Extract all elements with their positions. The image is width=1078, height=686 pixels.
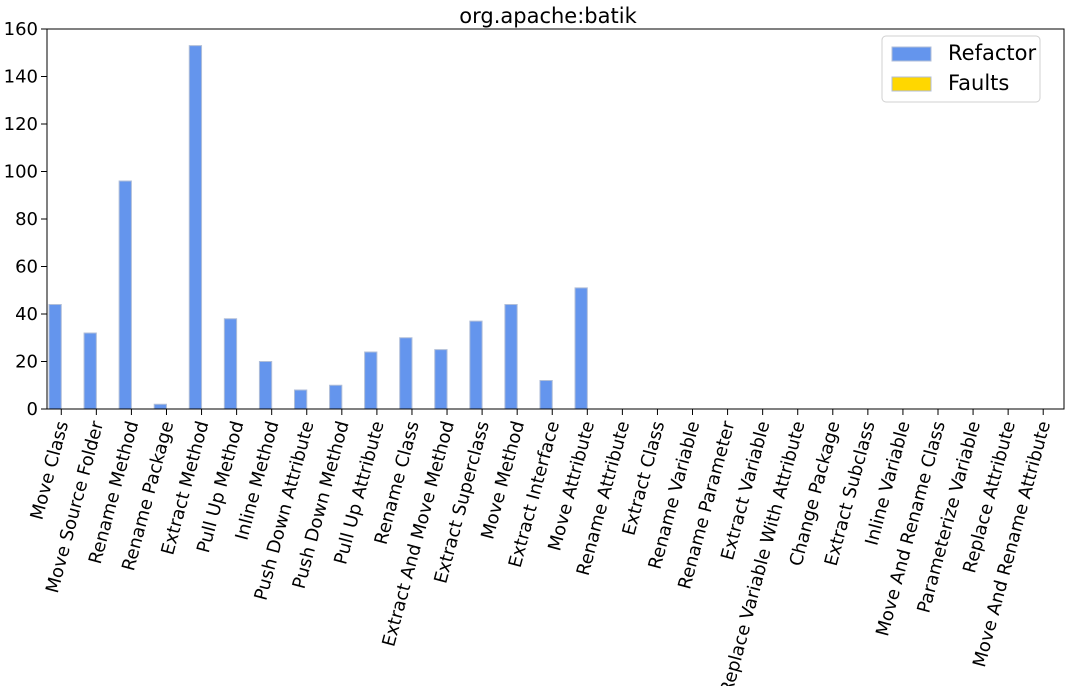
bar-refactor bbox=[48, 304, 62, 410]
bar-refactor bbox=[223, 318, 238, 410]
y-tick-label: 20 bbox=[15, 352, 38, 373]
bar-refactor bbox=[83, 332, 97, 410]
bar-refactor bbox=[153, 403, 167, 410]
legend-label-faults: Faults bbox=[948, 71, 1009, 95]
bar-refactor bbox=[118, 180, 132, 410]
bar-refactor bbox=[188, 45, 203, 410]
bar-refactor bbox=[329, 384, 343, 410]
y-tick-label: 100 bbox=[4, 162, 38, 183]
legend: Refactor Faults bbox=[881, 35, 1041, 103]
bar-refactor bbox=[434, 349, 448, 410]
bar-refactor bbox=[539, 380, 553, 410]
bar-refactor bbox=[469, 320, 483, 410]
y-tick-label: 60 bbox=[15, 257, 38, 278]
legend-label-refactor: Refactor bbox=[948, 41, 1036, 65]
plot-frame bbox=[46, 28, 1065, 410]
y-tick-label: 160 bbox=[4, 19, 38, 40]
legend-swatch-refactor bbox=[891, 46, 932, 62]
y-tick-label: 120 bbox=[4, 114, 38, 135]
y-tick-label: 140 bbox=[4, 67, 38, 88]
legend-swatch-faults bbox=[891, 76, 932, 92]
bar-refactor bbox=[504, 304, 518, 410]
y-axis: 0 20 40 60 80 100 120 140 160 bbox=[4, 19, 47, 420]
y-tick-label: 80 bbox=[15, 209, 38, 230]
bar-refactor bbox=[574, 287, 588, 410]
bars bbox=[48, 45, 588, 410]
bar-refactor bbox=[293, 389, 308, 410]
y-tick-label: 0 bbox=[27, 399, 38, 420]
bar-refactor bbox=[258, 361, 273, 410]
chart-title: org.apache:batik bbox=[459, 4, 637, 28]
bar-refactor bbox=[364, 351, 378, 410]
y-tick-label: 40 bbox=[15, 304, 38, 325]
bar-refactor bbox=[399, 337, 413, 410]
